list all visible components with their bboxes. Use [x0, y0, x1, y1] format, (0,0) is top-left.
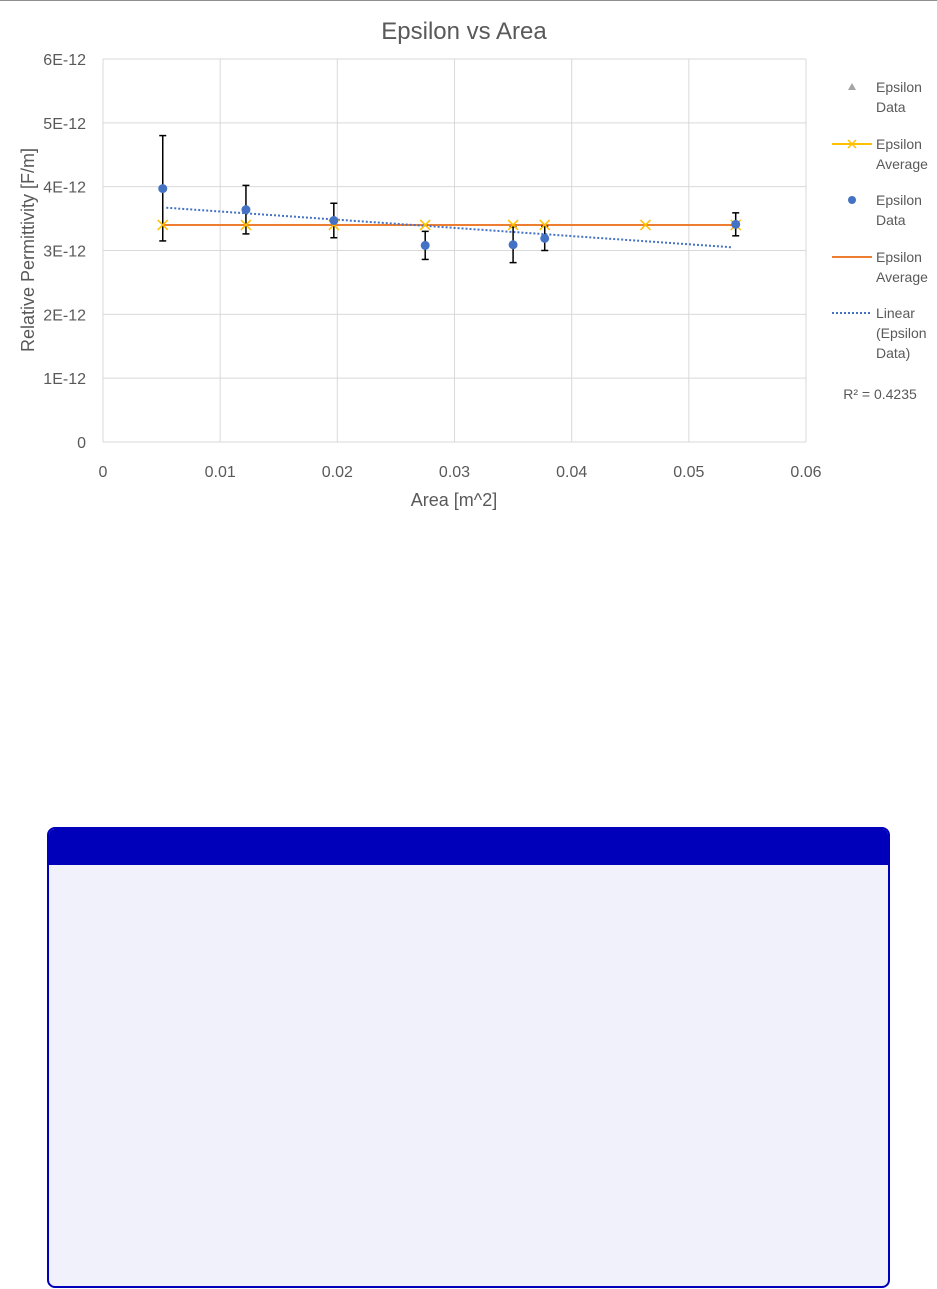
y-tick-label: 4E-12: [43, 180, 86, 197]
legend-label: Average: [876, 269, 928, 285]
y-tick-label: 5E-12: [43, 116, 86, 133]
x-tick-label: 0.06: [790, 464, 821, 481]
legend-item: Epsilon Data: [848, 79, 922, 115]
y-tick-labels: 0 1E-12 2E-12 3E-12 4E-12 5E-12 6E-12: [43, 52, 86, 452]
y-tick-label: 2E-12: [43, 307, 86, 324]
r-squared-annotation: R² = 0.4235: [843, 386, 917, 402]
y-tick-label: 0: [77, 435, 86, 452]
average-x-marker: [507, 219, 519, 231]
data-points: [158, 184, 741, 250]
error-bars: [159, 134, 740, 264]
x-tick-label: 0.04: [556, 464, 587, 481]
legend-item: Epsilon Average: [832, 249, 928, 285]
trendline-segment: [166, 206, 733, 249]
grid-lines: [102, 58, 807, 443]
average-x-marker: [639, 219, 652, 231]
legend-label: Data: [876, 99, 906, 115]
legend-label: Epsilon: [876, 79, 922, 95]
x-tick-label: 0.02: [322, 464, 353, 481]
legend-label: Data): [876, 345, 910, 361]
epsilon-vs-area-chart: Epsilon vs Area 0 0.01 0.02 0.03 0.04 0.05 0.0…: [18, 18, 928, 510]
average-x-marker: [419, 219, 431, 231]
x-tick-label: 0.03: [439, 464, 470, 481]
x-tick-label: 0.05: [673, 464, 704, 481]
info-panel: [47, 827, 890, 1288]
data-point: [158, 184, 168, 194]
y-tick-label: 3E-12: [43, 244, 86, 261]
y-tick-label: 1E-12: [43, 371, 86, 388]
legend-label: Epsilon: [876, 136, 922, 152]
legend-label: (Epsilon: [876, 325, 927, 341]
data-point: [241, 205, 251, 215]
data-point: [540, 233, 550, 243]
legend-item: Linear (Epsilon Data): [832, 305, 927, 361]
panel-header: [49, 829, 888, 865]
panel-body: [49, 865, 888, 889]
legend-triangle-icon: [848, 83, 856, 90]
top-border-line: [0, 0, 937, 1]
data-point: [731, 219, 741, 229]
y-axis-title: Relative Permittivity [F/m]: [18, 148, 38, 352]
average-x-marker: [539, 219, 551, 231]
legend-label: Linear: [876, 305, 915, 321]
trendline: [166, 206, 733, 249]
x-tick-labels: 0 0.01 0.02 0.03 0.04 0.05 0.06: [99, 464, 822, 481]
x-tick-label: 0.01: [205, 464, 236, 481]
legend-label: Average: [876, 156, 928, 172]
legend-label: Data: [876, 212, 906, 228]
legend-item: Epsilon Average: [832, 136, 928, 172]
legend-item: Epsilon Data: [848, 192, 922, 228]
legend-label: Epsilon: [876, 192, 922, 208]
average-x-marker: [157, 219, 169, 231]
x-tick-label: 0: [99, 464, 108, 481]
chart-title: Epsilon vs Area: [381, 18, 547, 45]
x-axis-title: Area [m^2]: [411, 490, 497, 510]
data-point: [508, 240, 518, 250]
legend-label: Epsilon: [876, 249, 922, 265]
data-point: [329, 215, 339, 225]
y-tick-label: 6E-12: [43, 52, 86, 69]
data-point: [420, 240, 430, 250]
average-x-marker: [240, 219, 252, 231]
legend: EpsilonDataEpsilonAverageEpsilonDataEpsi…: [832, 79, 928, 361]
legend-circle-icon: [848, 196, 856, 204]
